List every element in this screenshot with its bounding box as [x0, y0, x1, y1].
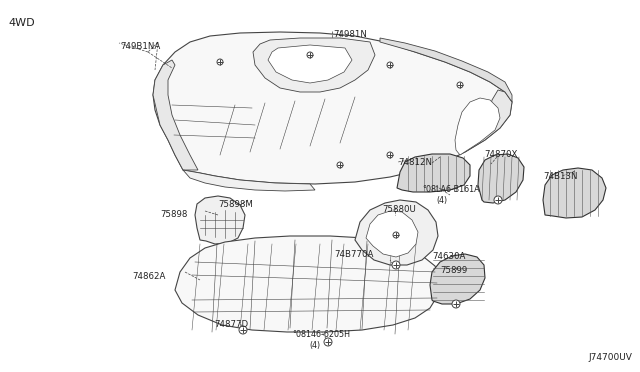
Circle shape [387, 152, 393, 158]
Circle shape [457, 82, 463, 88]
Polygon shape [175, 236, 440, 332]
Polygon shape [268, 45, 352, 83]
Polygon shape [430, 254, 485, 304]
Text: 749B1NA: 749B1NA [120, 42, 160, 51]
Text: 75880U: 75880U [382, 205, 416, 214]
Circle shape [387, 62, 393, 68]
Circle shape [452, 300, 460, 308]
Text: 74630A: 74630A [432, 252, 465, 261]
Text: 75898M: 75898M [218, 200, 253, 209]
Circle shape [494, 196, 502, 204]
Polygon shape [183, 170, 315, 191]
Text: 74981N: 74981N [333, 30, 367, 39]
Polygon shape [458, 90, 512, 152]
Polygon shape [366, 211, 418, 257]
Polygon shape [153, 32, 512, 184]
Text: J74700UV: J74700UV [588, 353, 632, 362]
Text: 74862A: 74862A [132, 272, 165, 281]
Polygon shape [543, 168, 606, 218]
Text: 74812N: 74812N [398, 158, 432, 167]
Text: 74870X: 74870X [484, 150, 517, 159]
Text: 74B770A: 74B770A [334, 250, 373, 259]
Text: °08LA6-B161A: °08LA6-B161A [422, 185, 479, 194]
Polygon shape [195, 196, 245, 244]
Text: (4): (4) [309, 341, 320, 350]
Text: 74877D: 74877D [214, 320, 248, 329]
Text: 4WD: 4WD [8, 18, 35, 28]
Polygon shape [355, 200, 438, 265]
Circle shape [392, 261, 400, 269]
Polygon shape [455, 98, 500, 155]
Circle shape [393, 232, 399, 238]
Circle shape [324, 338, 332, 346]
Polygon shape [397, 154, 470, 192]
Polygon shape [380, 38, 512, 102]
Circle shape [307, 52, 313, 58]
Text: °08146-6205H: °08146-6205H [292, 330, 350, 339]
Polygon shape [478, 154, 524, 203]
Polygon shape [153, 60, 198, 170]
Text: 74B13N: 74B13N [543, 172, 577, 181]
Circle shape [239, 326, 247, 334]
Circle shape [337, 162, 343, 168]
Text: 75898: 75898 [160, 210, 188, 219]
Circle shape [217, 59, 223, 65]
Text: 75899: 75899 [440, 266, 467, 275]
Polygon shape [253, 38, 375, 92]
Text: (4): (4) [436, 196, 447, 205]
